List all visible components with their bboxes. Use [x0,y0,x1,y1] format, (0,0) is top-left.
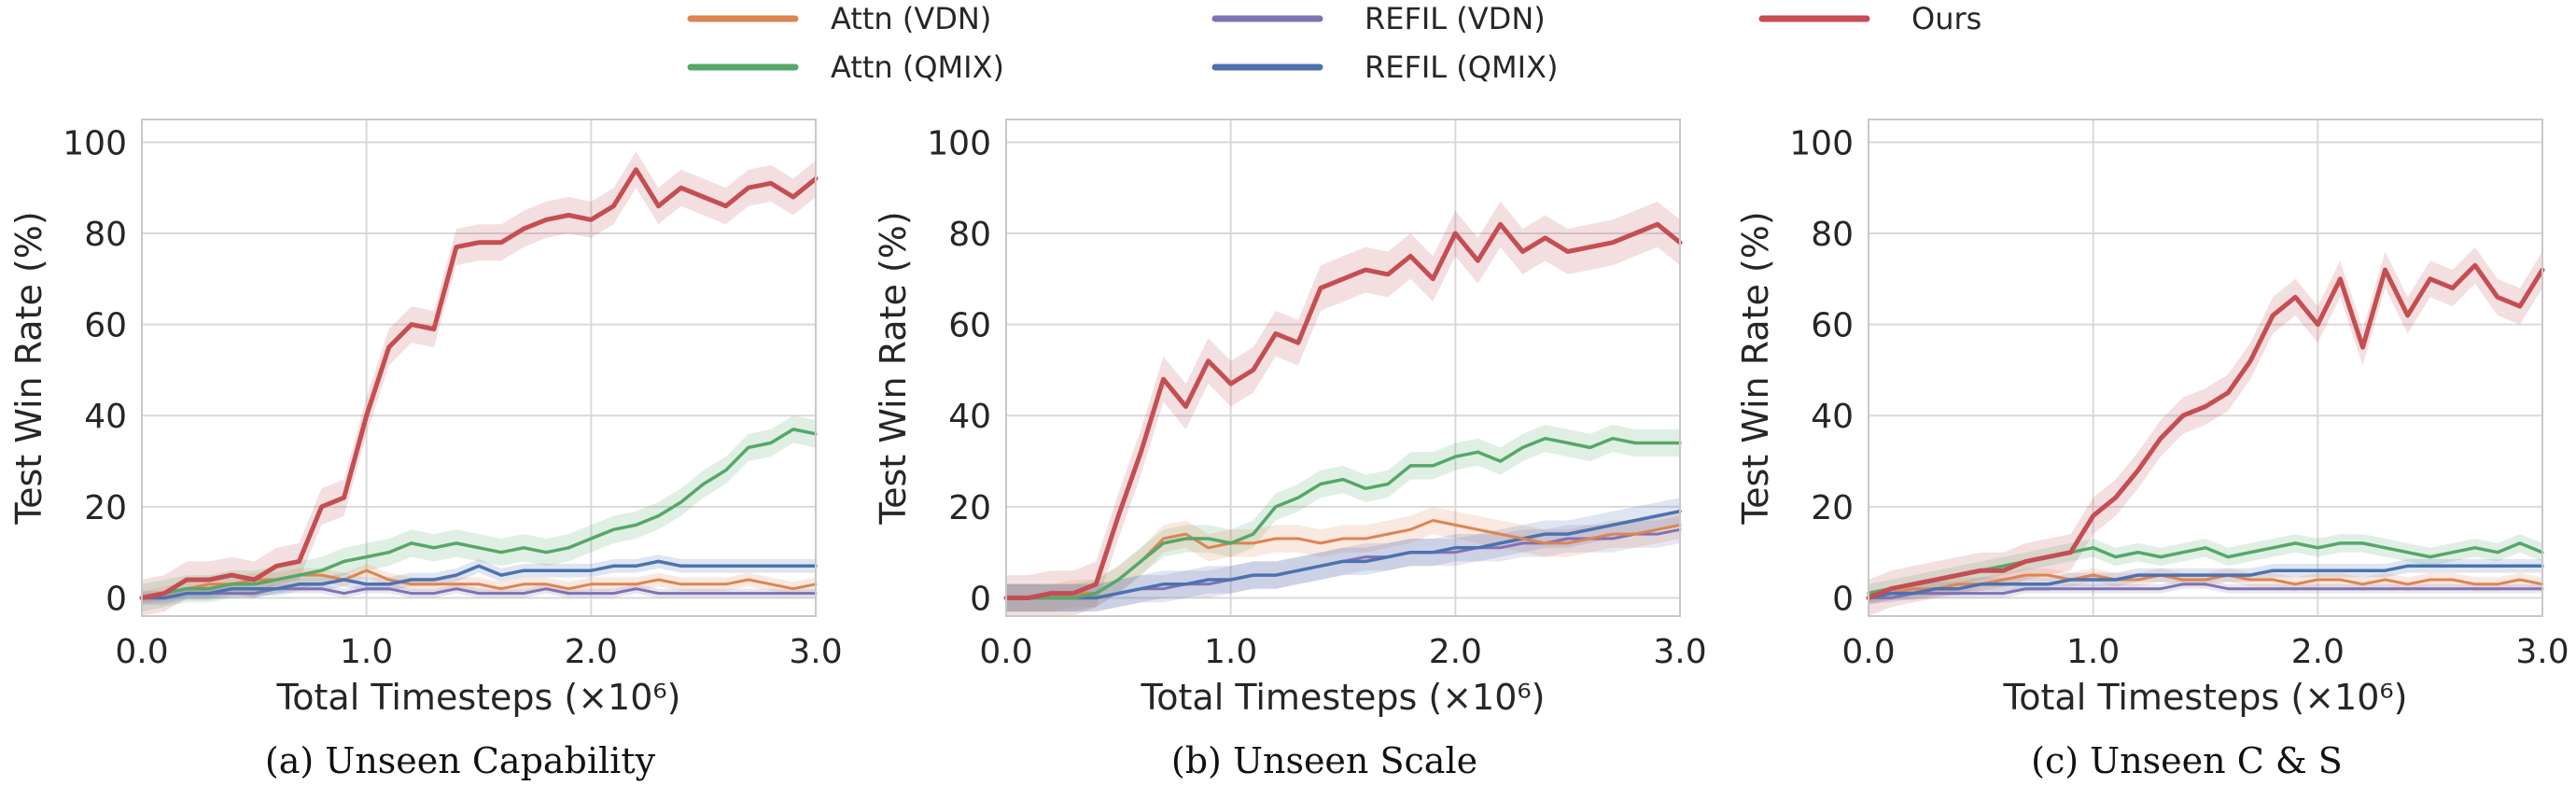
series-line-refil-vdn [1867,582,2544,599]
x-axis-label: Total Timesteps (×10⁶) [2003,677,2408,718]
series-line-ours [1003,221,1683,600]
legend-item-refil-vdn: REFIL (VDN) [1211,1,1546,36]
series-line-refil-qmix [1004,509,1682,600]
band-attn-vdn [1006,506,1680,612]
x-tick-label: 2.0 [1429,633,1482,671]
series-line-attn-qmix [140,428,818,600]
series-line-refil-qmix [1867,564,2544,600]
x-tick-label: 3.0 [2515,633,2569,671]
legend-label: REFIL (VDN) [1365,1,1546,36]
legend-label: Ours [1911,1,1981,36]
legend-label: Attn (VDN) [831,1,991,36]
legend-label: REFIL (QMIX) [1365,49,1558,85]
y-tick-label: 80 [948,216,991,254]
y-tick-label: 20 [84,489,127,527]
legend: Attn (VDN) REFIL (VDN) Ours Attn (QMIX) REFI… [687,1,1981,85]
chart-panel-3: 0 20 40 60 80 100 0.0 1.0 2.0 3.0 Total Timesteps … [1735,119,2569,781]
y-tick-label: 60 [84,307,127,345]
y-tick-label: 100 [1789,124,1854,162]
x-tick-label: 0.0 [115,633,168,671]
y-tick-label: 40 [948,398,991,436]
plot-frame [1868,119,2543,617]
band-attn-vdn [1869,568,2542,605]
y-tick-label: 60 [948,307,991,345]
y-tick-label: 20 [948,489,991,527]
series-lines [1866,262,2545,600]
y-tick-label: 20 [1811,489,1854,527]
legend-item-ours: Ours [1758,1,1981,36]
y-axis-label: Test Win Rate (%) [1735,211,1776,525]
y-tick-label: 0 [970,580,991,618]
grid [1005,119,1681,616]
x-tick-label: 0.0 [979,633,1032,671]
y-tick-label: 60 [1811,307,1854,345]
y-axis-label: Test Win Rate (%) [8,211,49,525]
chart-panel-1: 0 20 40 60 80 100 0.0 1.0 2.0 3.0 Total Timesteps … [8,119,843,781]
band-attn-qmix [1869,534,2542,603]
x-tick-label: 3.0 [1653,633,1706,671]
y-tick-label: 100 [63,124,127,162]
series-line-refil-qmix [140,559,818,600]
band-refil-qmix [142,554,816,605]
y-axis-label: Test Win Rate (%) [873,211,914,525]
plot-frame [141,119,817,617]
band-attn-qmix [142,415,816,612]
x-axis-label: Total Timesteps (×10⁶) [276,677,681,718]
series-lines [1003,221,1683,600]
x-tick-label: 3.0 [789,633,842,671]
plot-frame [1005,119,1681,617]
series-line-ours [139,167,819,600]
x-axis-label: Total Timesteps (×10⁶) [1141,677,1546,718]
x-tick-label: 1.0 [2066,633,2120,671]
x-tick-label: 1.0 [340,633,393,671]
confidence-bands [1869,246,2542,616]
panel-caption: (a) Unseen Capability [265,740,656,781]
y-tick-label: 0 [1832,580,1854,618]
series-lines [139,167,819,600]
y-tick-label: 0 [105,580,127,618]
legend-label: Attn (QMIX) [831,49,1004,85]
series-line-refil-vdn [140,587,818,599]
y-tick-label: 40 [1811,398,1854,436]
series-line-ours [1866,262,2545,600]
x-tick-label: 0.0 [1841,633,1895,671]
legend-item-attn-qmix: Attn (QMIX) [687,49,1004,85]
y-tick-label: 80 [84,216,127,254]
y-tick-label: 80 [1811,216,1854,254]
panel-caption: (b) Unseen Scale [1171,740,1477,781]
chart-panel-2: 0 20 40 60 80 100 0.0 1.0 2.0 3.0 Total Timesteps … [873,119,1707,781]
series-line-attn-qmix [1004,436,1682,600]
x-tick-label: 2.0 [565,633,618,671]
y-tick-label: 40 [84,398,127,436]
legend-item-refil-qmix: REFIL (QMIX) [1211,49,1558,85]
legend-item-attn-vdn: Attn (VDN) [687,1,991,36]
panel-caption: (c) Unseen C & S [2031,740,2343,781]
x-tick-label: 1.0 [1204,633,1257,671]
chart-panels: 0 20 40 60 80 100 0.0 1.0 2.0 3.0 Total Timesteps … [8,119,2569,781]
x-tick-label: 2.0 [2291,633,2345,671]
y-tick-label: 100 [927,124,991,162]
grid [1868,119,2543,616]
